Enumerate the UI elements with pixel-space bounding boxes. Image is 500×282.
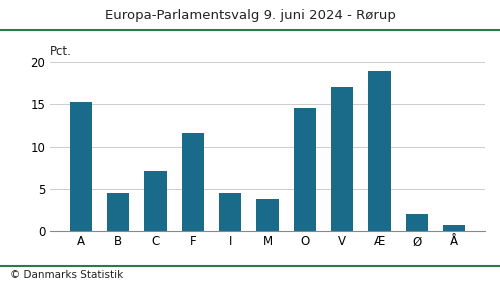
Bar bbox=[294, 108, 316, 231]
Bar bbox=[443, 225, 465, 231]
Text: Europa-Parlamentsvalg 9. juni 2024 - Rørup: Europa-Parlamentsvalg 9. juni 2024 - Rør… bbox=[104, 9, 396, 22]
Text: © Danmarks Statistik: © Danmarks Statistik bbox=[10, 270, 123, 280]
Bar bbox=[70, 102, 92, 231]
Bar bbox=[406, 214, 428, 231]
Bar bbox=[331, 87, 353, 231]
Bar bbox=[368, 70, 390, 231]
Bar bbox=[256, 199, 278, 231]
Bar bbox=[144, 171, 167, 231]
Bar bbox=[219, 193, 242, 231]
Bar bbox=[107, 193, 130, 231]
Bar bbox=[182, 133, 204, 231]
Text: Pct.: Pct. bbox=[50, 45, 72, 58]
